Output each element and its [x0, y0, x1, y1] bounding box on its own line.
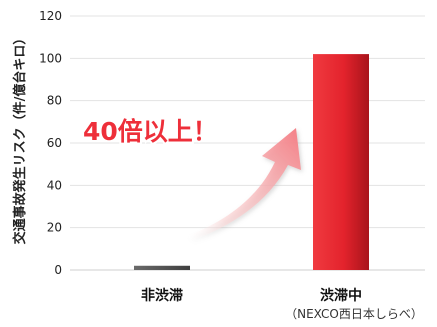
- y-tick-label: 60: [47, 136, 62, 150]
- y-axis-ticks: 0 20 40 60 80 100 120: [39, 9, 62, 277]
- source-note: （NEXCO西日本しらべ）: [285, 307, 423, 321]
- bars: [134, 54, 369, 270]
- y-tick-label: 40: [47, 178, 62, 192]
- annotation-text: 40倍以上！: [83, 117, 218, 146]
- bar-congestion: [313, 54, 369, 270]
- y-tick-label: 0: [54, 263, 62, 277]
- x-category-label: 非渋滞: [141, 287, 183, 304]
- x-axis-categories: 非渋滞 渋滞中: [141, 287, 362, 304]
- y-tick-label: 80: [47, 94, 62, 108]
- y-axis-title: 交通事故発生リスク（件/億台キロ）: [12, 32, 28, 245]
- y-tick-label: 20: [47, 221, 62, 235]
- y-tick-label: 120: [39, 9, 62, 23]
- x-category-label: 渋滞中: [320, 287, 362, 304]
- trend-arrow-icon: [187, 128, 301, 240]
- gridlines: [70, 15, 425, 271]
- bar-non-congestion: [134, 265, 190, 270]
- y-tick-label: 100: [39, 51, 62, 65]
